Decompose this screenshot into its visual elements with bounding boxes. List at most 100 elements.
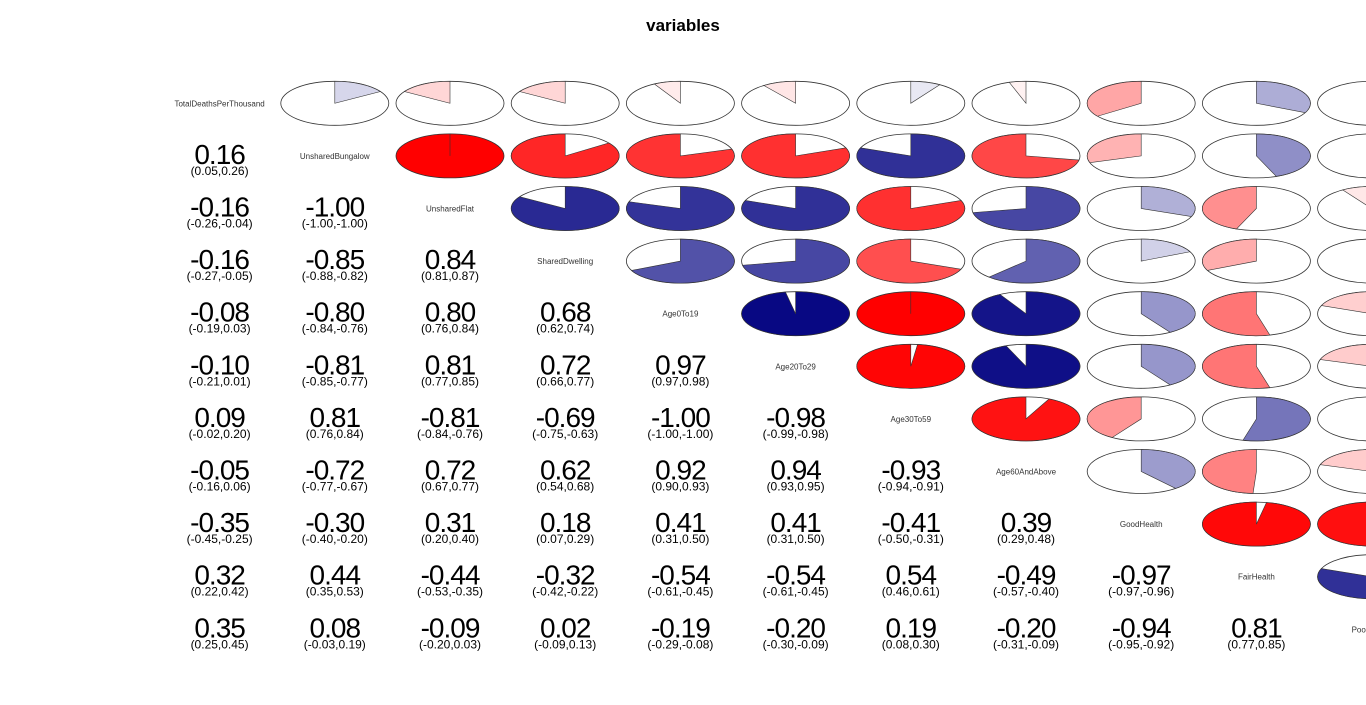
pie-cell-1-4 [626,133,735,179]
pie-slice [971,133,1080,179]
confidence-interval: (0.66,0.77) [536,374,594,388]
pie-slice [334,80,382,104]
diagonal-label-age20to29: Age20To29 [775,362,816,371]
confidence-interval: (0.62,0.74) [536,322,594,336]
pie-slice [1256,133,1311,177]
ci-cell-8-0: -0.35(-0.45,-0.25) [187,507,253,546]
pie-slice [1140,291,1196,333]
confidence-interval: (0.77,0.85) [421,374,479,388]
confidence-interval: (0.07,0.29) [536,532,594,546]
correlation-value: 0.18 [540,507,591,538]
ci-cell-4-0: -0.08(-0.19,0.03) [189,297,251,336]
confidence-interval: (-0.57,-0.40) [993,585,1059,599]
diagonal-label-shareddwelling: SharedDwelling [537,257,593,266]
confidence-interval: (-0.50,-0.31) [878,532,944,546]
ci-cell-7-0: -0.05(-0.16,0.06) [189,455,251,494]
pie-slice [1341,186,1366,206]
pie-slice [1008,80,1027,105]
correlation-value: 0.02 [540,612,591,643]
confidence-interval: (-0.26,-0.04) [187,217,253,231]
confidence-interval: (0.31,0.50) [767,532,825,546]
pie-slice [1086,133,1142,164]
pie-cell-4-8 [1086,291,1196,337]
pie-cell-0-4 [626,80,735,126]
pie-slice [1202,343,1271,389]
pie-cell-5-7 [971,343,1081,389]
confidence-interval: (-0.53,-0.35) [417,585,483,599]
ci-cell-5-4: 0.97(0.97,0.98) [651,349,709,388]
ci-cell-8-1: -0.30(-0.40,-0.20) [302,507,368,546]
correlation-value: -0.69 [536,402,595,433]
confidence-interval: (-1.00,-1.00) [302,217,368,231]
confidence-interval: (0.35,0.53) [306,585,364,599]
ci-cell-4-2: 0.80(0.76,0.84) [421,297,479,336]
correlation-value: 0.81 [1231,612,1282,643]
confidence-interval: (0.46,0.61) [882,585,940,599]
pie-background [1317,186,1366,231]
correlation-value: -0.08 [190,297,249,328]
pie-slice [1320,291,1366,314]
pie-cell-0-3 [510,80,620,126]
pie-cell-2-10 [1317,186,1366,231]
confidence-interval: (0.08,0.30) [882,637,940,651]
confidence-interval: (-0.40,-0.20) [302,532,368,546]
pie-slice [1202,449,1257,494]
correlation-value: -0.19 [651,612,710,643]
confidence-interval: (0.76,0.84) [306,427,364,441]
confidence-interval: (-0.85,-0.77) [302,374,368,388]
correlation-value: -0.80 [305,297,364,328]
ci-cell-3-0: -0.16(-0.27,-0.05) [187,244,253,283]
pie-slice [1140,343,1196,386]
pie-cell-5-9 [1202,343,1311,389]
ci-cell-7-3: 0.62(0.54,0.68) [536,455,594,494]
confidence-interval: (-0.94,-0.91) [878,480,944,494]
correlation-value: -0.41 [881,507,940,538]
ci-cell-1-0: 0.16(0.05,0.26) [191,139,249,178]
ci-cell-3-2: 0.84(0.81,0.87) [421,244,479,283]
correlation-value: -0.94 [1112,612,1171,643]
pie-cell-0-10 [1317,81,1366,126]
pie-slice [910,80,941,104]
confidence-interval: (0.93,0.95) [767,480,825,494]
ci-cell-8-3: 0.18(0.07,0.29) [536,507,594,546]
correlation-value: 0.19 [886,612,937,643]
pie-cell-1-6 [856,133,966,179]
ci-cell-7-2: 0.72(0.67,0.77) [421,455,479,494]
ci-cell-10-1: 0.08(-0.03,0.19) [304,612,366,651]
ci-cell-9-8: -0.97(-0.97,-0.96) [1108,560,1174,599]
pie-slice [653,80,681,104]
pie-cell-2-4 [626,186,735,231]
confidence-interval: (0.22,0.42) [191,585,249,599]
confidence-interval: (-0.61,-0.45) [647,585,713,599]
ci-cell-7-1: -0.72(-0.77,-0.67) [302,455,368,494]
ci-cell-10-0: 0.35(0.25,0.45) [191,612,249,651]
confidence-interval: (-0.45,-0.25) [187,532,253,546]
correlation-value: -0.16 [190,192,249,223]
confidence-interval: (-0.95,-0.92) [1108,637,1174,651]
ci-cell-8-6: -0.41(-0.50,-0.31) [878,507,944,546]
correlation-value: -0.20 [997,612,1056,643]
confidence-interval: (0.31,0.50) [651,532,709,546]
pie-cell-3-6 [856,238,966,284]
ci-cell-3-1: -0.85(-0.88,-0.82) [302,244,368,283]
confidence-interval: (0.25,0.45) [191,637,249,651]
ci-cell-7-5: 0.94(0.93,0.95) [767,455,825,494]
correlation-value: 0.81 [310,402,361,433]
pie-slice [1319,344,1366,366]
pie-slice [403,80,451,104]
pie-background [1317,396,1366,442]
confidence-interval: (-0.16,0.06) [189,480,251,494]
pie-background [1317,238,1366,284]
correlation-value: 0.97 [655,349,706,380]
correlation-value: -0.30 [305,507,364,538]
pie-slice [626,186,735,231]
confidence-interval: (0.54,0.68) [536,480,594,494]
correlation-value: 0.72 [425,455,476,486]
ci-cell-5-3: 0.72(0.66,0.77) [536,349,594,388]
confidence-interval: (-0.97,-0.96) [1108,585,1174,599]
ci-cell-6-2: -0.81(-0.84,-0.76) [417,402,483,441]
correlation-value: 0.94 [770,455,821,486]
ci-cell-10-8: -0.94(-0.95,-0.92) [1108,612,1174,651]
pie-slice [763,80,796,104]
